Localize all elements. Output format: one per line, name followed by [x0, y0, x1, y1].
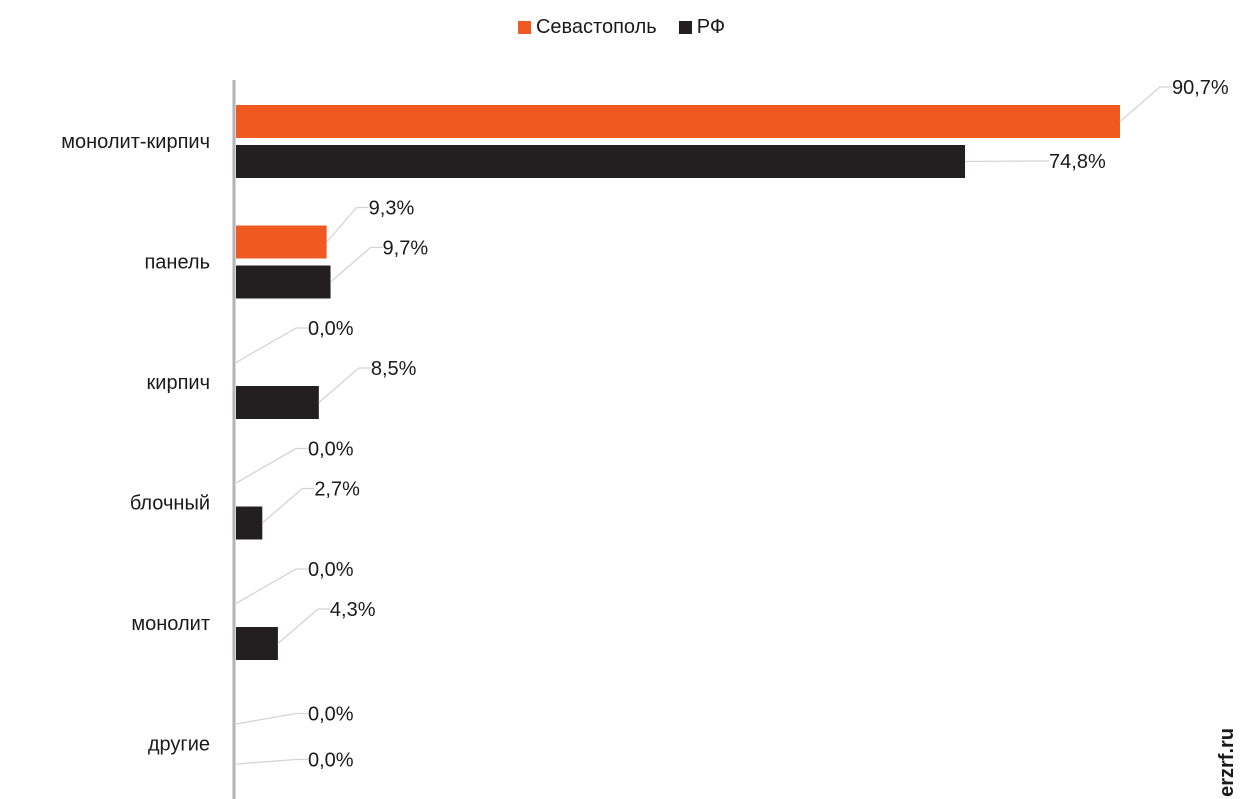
bar [236, 145, 966, 178]
data-label: 9,7% [383, 238, 429, 260]
leader-line [330, 246, 383, 283]
leader-line [965, 160, 1050, 163]
legend-label-rf: РФ [696, 16, 726, 38]
leader-line [235, 758, 308, 765]
leader-line [235, 712, 308, 725]
watermark-text: erzrf.ru [1216, 728, 1238, 797]
leader-line [235, 327, 308, 364]
data-label: 4,3% [330, 599, 376, 621]
category-label: блочный [130, 493, 210, 515]
data-label: 0,0% [308, 704, 354, 726]
bar [236, 265, 331, 299]
leader-line [326, 206, 369, 243]
legend-label-sevastopol: Севастополь [535, 16, 657, 38]
leader-line [235, 447, 308, 484]
category-label: кирпич [147, 372, 210, 394]
legend-swatch-sevastopol [517, 21, 531, 34]
category-label: монолит [131, 613, 210, 635]
data-label: 2,7% [314, 479, 360, 501]
leader-line [235, 568, 308, 605]
legend-swatch-rf [678, 21, 692, 34]
category-label: панель [144, 252, 210, 274]
data-label: 0,0% [308, 318, 354, 340]
category-label: монолит-кирпич [61, 131, 210, 153]
category-label: другие [148, 734, 210, 756]
data-label: 0,0% [308, 439, 354, 461]
bar [236, 225, 327, 259]
leader-line [1119, 86, 1172, 122]
leader-line [261, 487, 315, 524]
bar [236, 386, 319, 419]
data-label: 0,0% [308, 750, 354, 772]
bar [236, 105, 1120, 138]
bar [236, 627, 278, 660]
data-label: 8,5% [371, 358, 417, 380]
bar [236, 506, 263, 540]
leader-line [318, 367, 371, 403]
leader-line [277, 608, 330, 644]
data-label: 74,8% [1049, 151, 1106, 173]
legend-item-rf: РФ [678, 16, 726, 39]
data-label: 9,3% [369, 198, 415, 220]
legend-item-sevastopol: Севастополь [517, 16, 657, 39]
chart-legend: Севастополь РФ [0, 16, 1243, 39]
data-label: 0,0% [308, 559, 354, 581]
data-label: 90,7% [1172, 77, 1229, 99]
